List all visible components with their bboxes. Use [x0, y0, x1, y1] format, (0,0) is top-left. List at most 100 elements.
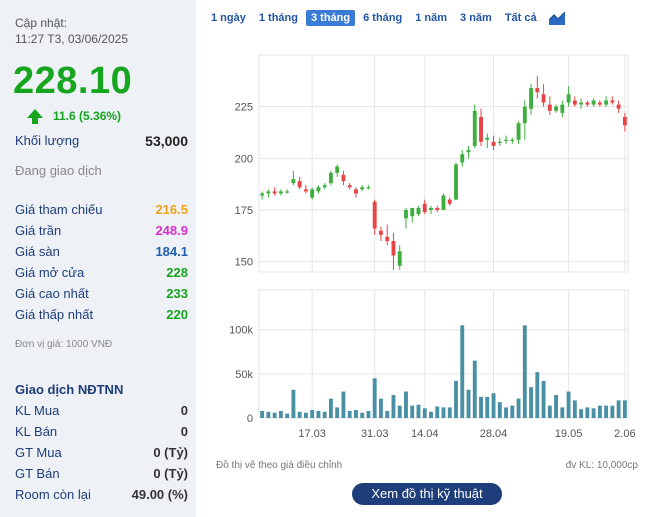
- date-tick-label: 17.03: [298, 428, 326, 440]
- arrow-up-icon: [27, 108, 43, 124]
- volume-bar: [466, 389, 471, 418]
- foreign-sell-value-row: GT Bán 0 (Tỷ): [15, 466, 188, 481]
- candle-body: [410, 207, 415, 217]
- reference-price-row: Giá tham chiếu 216.5: [15, 202, 188, 217]
- volume-bar: [610, 405, 615, 418]
- tab-6-months[interactable]: 6 tháng: [363, 12, 403, 24]
- row-value: 0: [180, 424, 188, 439]
- candle-body: [479, 117, 483, 142]
- row-label: Giá tham chiếu: [15, 202, 103, 217]
- candle-body: [472, 110, 477, 146]
- volume-bar: [372, 378, 377, 418]
- candle-body: [572, 100, 577, 105]
- candle-body: [278, 191, 283, 194]
- volume-bar: [460, 325, 465, 418]
- row-value: 233: [166, 286, 188, 301]
- row-label: GT Bán: [15, 466, 60, 481]
- candle-body: [560, 104, 565, 113]
- volume-bar: [285, 413, 290, 418]
- tab-3-months[interactable]: 3 tháng: [305, 10, 356, 26]
- volume-bar: [591, 408, 596, 418]
- volume-bar: [541, 380, 546, 418]
- candle-body: [491, 141, 496, 146]
- high-price-row: Giá cao nhất 233: [15, 286, 188, 301]
- candle-body: [347, 185, 352, 188]
- chart-type-icon[interactable]: [548, 11, 565, 25]
- volume-panel: [258, 289, 629, 419]
- row-value: 49.00 (%): [131, 487, 188, 502]
- volume-bar: [560, 407, 565, 418]
- candle-body: [422, 203, 427, 213]
- chart-note-adjusted: Đồ thị vẽ theo giá điều chỉnh: [216, 460, 343, 471]
- volume-bar: [585, 407, 590, 418]
- candle-body: [429, 207, 433, 210]
- candle-body: [316, 187, 321, 192]
- volume-bar: [297, 411, 302, 418]
- volume-bar: [497, 402, 502, 418]
- volume-bar: [622, 400, 627, 418]
- candle-body: [285, 191, 290, 193]
- candle-body: [604, 100, 609, 105]
- candle-body: [291, 179, 296, 184]
- candle-body: [616, 104, 621, 109]
- volume-bar: [547, 405, 552, 418]
- volume-bar: [554, 395, 559, 418]
- row-value: 248.9: [155, 223, 188, 238]
- volume-bar: [529, 387, 533, 418]
- tab-all[interactable]: Tất cả: [504, 12, 537, 24]
- candle-body: [441, 195, 446, 210]
- row-label: Room còn lại: [15, 487, 91, 502]
- volume-bar: [429, 411, 433, 418]
- row-value: 184.1: [155, 244, 188, 259]
- volume-bar: [266, 411, 271, 418]
- price-change: 11.6 (5.36%): [27, 106, 121, 126]
- candle-body: [541, 94, 546, 103]
- row-label: GT Mua: [15, 445, 62, 460]
- volume-bar: [391, 395, 396, 418]
- volume-row: Khối lượng 53,000: [15, 133, 188, 149]
- volume-bar: [260, 410, 265, 418]
- open-price-row: Giá mở cửa 228: [15, 265, 188, 280]
- candle-body: [272, 191, 277, 194]
- candle-body: [391, 241, 396, 256]
- row-label: KL Mua: [15, 403, 60, 418]
- volume-bar: [597, 405, 602, 418]
- candle-body: [497, 141, 502, 143]
- row-value: 220: [166, 307, 188, 322]
- candle-body: [303, 189, 308, 192]
- candle-body: [510, 139, 515, 141]
- volume-label: Khối lượng: [15, 133, 80, 148]
- foreign-room-row: Room còn lại 49.00 (%): [15, 487, 188, 502]
- volume-bar: [422, 408, 427, 418]
- floor-price-row: Giá sàn 184.1: [15, 244, 188, 259]
- view-technical-chart-button[interactable]: Xem đồ thị kỹ thuật: [352, 483, 502, 505]
- candle-body: [297, 181, 302, 188]
- candle-body: [466, 150, 471, 153]
- volume-bar: [291, 389, 296, 418]
- volume-bar: [322, 411, 327, 418]
- foreign-trading-title: Giao dịch NĐTNN: [15, 382, 124, 397]
- row-value: 0: [180, 403, 188, 418]
- row-value: 0 (Tỷ): [153, 445, 188, 460]
- tab-1-day[interactable]: 1 ngày: [211, 12, 246, 24]
- candle-body: [585, 102, 590, 105]
- candle-body: [535, 88, 540, 93]
- tab-1-year[interactable]: 1 năm: [415, 12, 448, 24]
- candle-body: [529, 88, 533, 109]
- candle-body: [397, 251, 402, 266]
- price-tick-label: 175: [235, 205, 253, 217]
- candle-body: [485, 137, 490, 140]
- volume-bar: [516, 398, 521, 418]
- volume-bar: [404, 391, 408, 418]
- volume-bar: [347, 410, 352, 418]
- volume-bar: [504, 407, 508, 418]
- row-value: 0 (Tỷ): [153, 466, 188, 481]
- foreign-buy-volume-row: KL Mua 0: [15, 403, 188, 418]
- price-volume-chart: 150 175 200 225 0 50k 100k 17.03 31.03 14.04 28.04…: [229, 54, 636, 440]
- tab-3-years[interactable]: 3 năm: [460, 12, 492, 24]
- candle-body: [622, 117, 627, 126]
- candle-body: [435, 207, 440, 210]
- volume-bar: [303, 412, 308, 418]
- tab-1-month[interactable]: 1 tháng: [258, 12, 298, 24]
- row-label: Giá cao nhất: [15, 286, 89, 301]
